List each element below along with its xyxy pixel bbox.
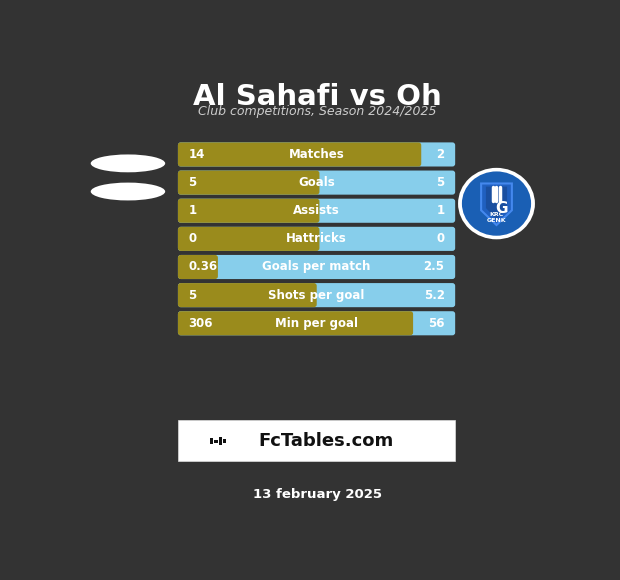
- FancyBboxPatch shape: [178, 283, 317, 307]
- Text: KRC
GENK: KRC GENK: [487, 212, 507, 223]
- Text: 13 february 2025: 13 february 2025: [253, 488, 383, 501]
- Text: Hattricks: Hattricks: [286, 233, 347, 245]
- Text: 0: 0: [436, 233, 445, 245]
- Text: 1: 1: [436, 204, 445, 218]
- Text: 2: 2: [436, 148, 445, 161]
- Text: Goals per match: Goals per match: [262, 260, 371, 274]
- Text: 0.36: 0.36: [188, 260, 218, 274]
- Text: 5: 5: [188, 289, 197, 302]
- Text: Min per goal: Min per goal: [275, 317, 358, 330]
- Text: Al Sahafi vs Oh: Al Sahafi vs Oh: [193, 83, 442, 111]
- Text: Assists: Assists: [293, 204, 340, 218]
- Text: 0: 0: [188, 233, 197, 245]
- Text: 5: 5: [436, 176, 445, 189]
- Text: 14: 14: [188, 148, 205, 161]
- FancyBboxPatch shape: [178, 143, 455, 166]
- Text: 56: 56: [428, 317, 445, 330]
- FancyBboxPatch shape: [178, 227, 319, 251]
- FancyBboxPatch shape: [178, 311, 455, 335]
- FancyBboxPatch shape: [178, 311, 413, 335]
- FancyBboxPatch shape: [179, 420, 454, 461]
- Text: 306: 306: [188, 317, 213, 330]
- Text: Goals: Goals: [298, 176, 335, 189]
- FancyBboxPatch shape: [178, 255, 218, 279]
- Text: Shots per goal: Shots per goal: [268, 289, 365, 302]
- Text: G: G: [495, 201, 508, 216]
- Text: 5.2: 5.2: [423, 289, 445, 302]
- Polygon shape: [486, 187, 507, 219]
- Circle shape: [458, 168, 535, 240]
- FancyBboxPatch shape: [178, 199, 319, 223]
- Text: 5: 5: [188, 176, 197, 189]
- Text: Matches: Matches: [289, 148, 345, 161]
- Text: 2.5: 2.5: [423, 260, 445, 274]
- Text: 1: 1: [188, 204, 197, 218]
- FancyBboxPatch shape: [178, 227, 455, 251]
- FancyBboxPatch shape: [178, 171, 455, 195]
- Circle shape: [462, 172, 531, 235]
- FancyBboxPatch shape: [210, 438, 213, 444]
- FancyBboxPatch shape: [223, 439, 226, 443]
- FancyBboxPatch shape: [178, 283, 455, 307]
- FancyBboxPatch shape: [215, 440, 218, 443]
- FancyBboxPatch shape: [178, 199, 455, 223]
- Text: Club competitions, Season 2024/2025: Club competitions, Season 2024/2025: [198, 106, 437, 118]
- Ellipse shape: [91, 154, 165, 172]
- FancyBboxPatch shape: [178, 255, 455, 279]
- FancyBboxPatch shape: [178, 143, 421, 166]
- Polygon shape: [481, 183, 512, 225]
- Text: FcTables.com: FcTables.com: [259, 432, 394, 450]
- FancyBboxPatch shape: [219, 437, 222, 445]
- Ellipse shape: [91, 183, 165, 201]
- FancyBboxPatch shape: [178, 171, 319, 195]
